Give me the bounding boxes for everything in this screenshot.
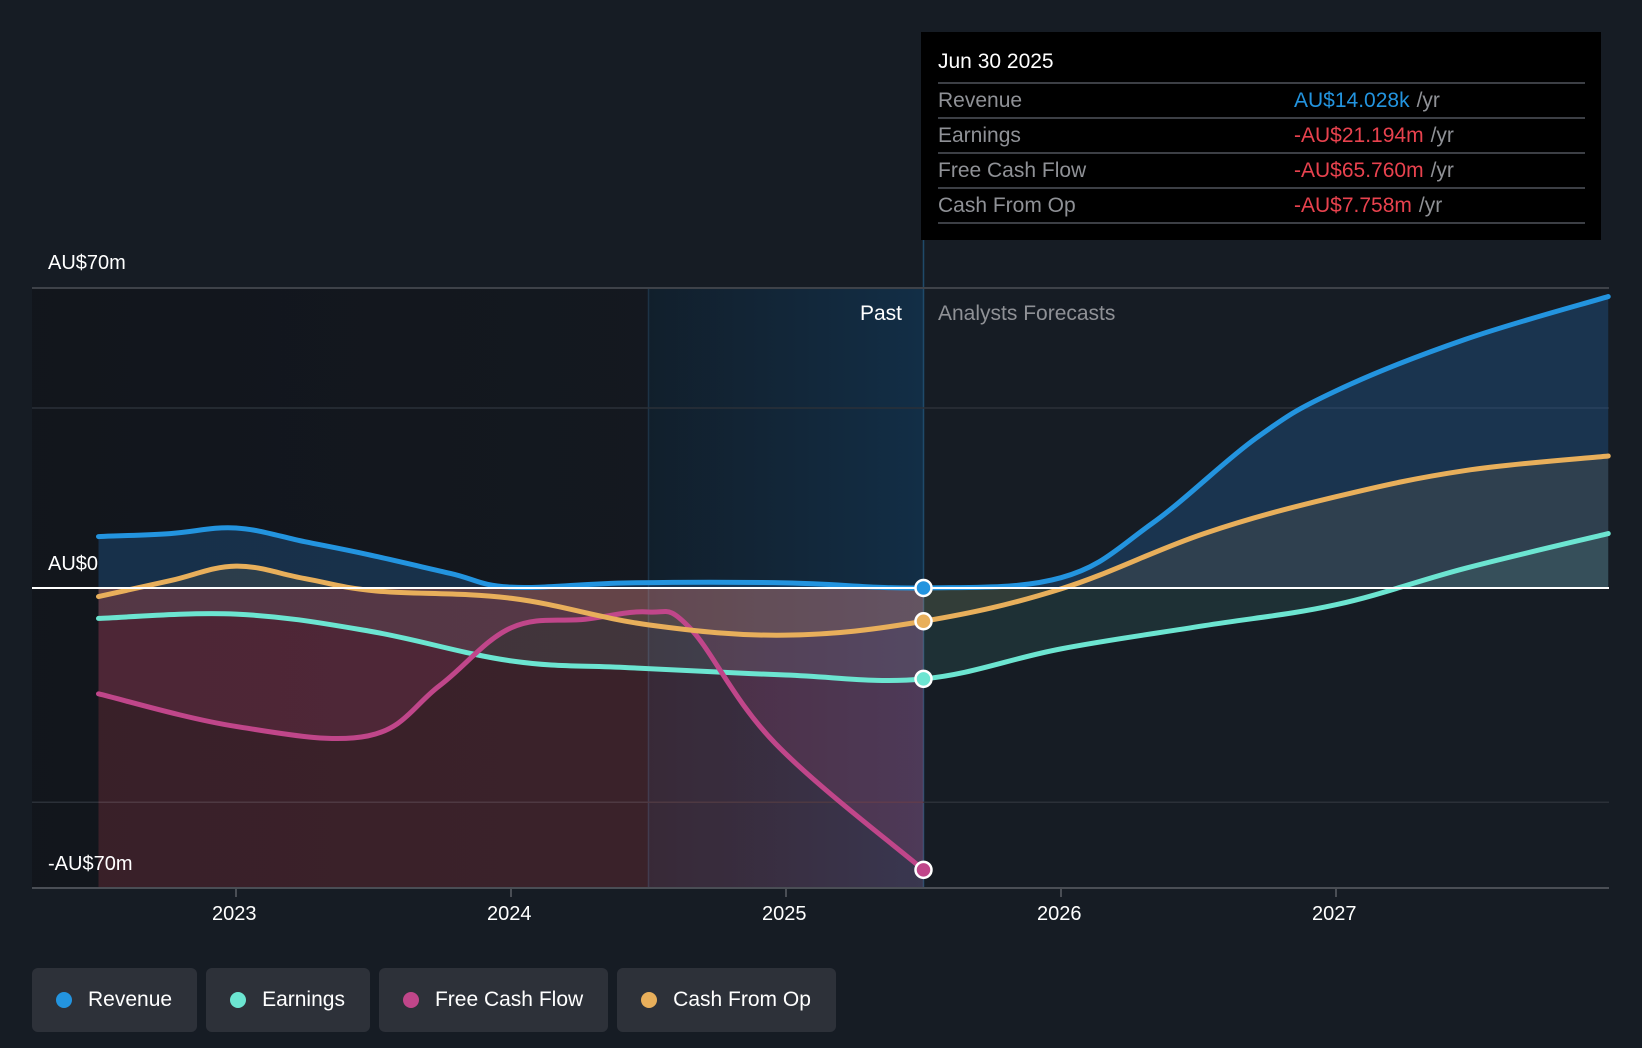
x-tick-label: 2027 <box>1312 903 1357 926</box>
past-label: Past <box>860 302 903 325</box>
negative-past-shade <box>98 588 924 889</box>
tooltip-label: Revenue <box>938 89 1023 112</box>
revenue-area <box>98 296 1609 589</box>
tooltip-unit: /yr <box>1430 124 1454 147</box>
tooltip-value: -AU$21.194m <box>1294 124 1424 147</box>
x-tick-label: 2023 <box>212 903 257 926</box>
legend-item-cash-from-op[interactable]: Cash From Op <box>617 968 836 1032</box>
x-tick-label: 2025 <box>762 903 807 926</box>
y-tick-label-70: AU$70m <box>48 252 126 274</box>
legend-label: Free Cash Flow <box>434 988 584 1011</box>
x-tick-label: 2026 <box>1037 903 1082 926</box>
legend-item-revenue[interactable]: Revenue <box>32 968 198 1032</box>
tooltip-label: Cash From Op <box>938 194 1076 217</box>
revenue-marker <box>914 578 933 598</box>
tooltip-row-cash-from-op: Cash From Op -AU$7.758m /yr <box>938 187 1585 224</box>
tooltip-unit: /yr <box>1416 89 1440 112</box>
free-cash-flow-marker <box>914 860 933 880</box>
hover-tooltip: Jun 30 2025 Revenue AU$14.028k /yr Earni… <box>921 32 1601 240</box>
revenue-line <box>96 294 1611 591</box>
tooltip-row-earnings: Earnings -AU$21.194m /yr <box>938 117 1585 152</box>
legend-label: Revenue <box>88 988 173 1011</box>
y-tick-label-neg70: -AU$70m <box>48 853 133 875</box>
tooltip-value: AU$14.028k <box>1294 89 1410 112</box>
tooltip-date: Jun 30 2025 <box>938 50 1054 73</box>
revenue-dot-icon <box>56 992 72 1008</box>
tooltip-row-free-cash-flow: Free Cash Flow -AU$65.760m /yr <box>938 152 1585 187</box>
tooltip-value: -AU$65.760m <box>1294 159 1424 182</box>
free-cash-flow-line <box>96 608 926 873</box>
tooltip-unit: /yr <box>1418 194 1443 217</box>
tooltip-label: Earnings <box>938 124 1021 147</box>
legend-label: Cash From Op <box>673 988 811 1011</box>
cash-from-op-line <box>96 453 1611 638</box>
tooltip-unit: /yr <box>1430 159 1454 182</box>
free-cash-flow-dot-icon <box>402 992 419 1008</box>
earnings-line <box>96 531 1611 684</box>
legend-item-earnings[interactable]: Earnings <box>206 968 370 1032</box>
earnings-dot-icon <box>230 992 247 1008</box>
earnings-marker <box>914 669 933 689</box>
y-tick-label-0: AU$0 <box>48 553 99 575</box>
tooltip-label: Free Cash Flow <box>938 159 1087 182</box>
chart-legend: Revenue Earnings Free Cash Flow Cash Fro… <box>32 968 836 1032</box>
tooltip-value: -AU$7.758m <box>1294 194 1412 217</box>
legend-item-free-cash-flow[interactable]: Free Cash Flow <box>378 968 609 1032</box>
cash-from-op-marker <box>914 612 933 631</box>
legend-label: Earnings <box>262 988 345 1011</box>
x-tick-label: 2024 <box>487 903 532 926</box>
forecast-label: Analysts Forecasts <box>938 302 1116 325</box>
cash-from-op-dot-icon <box>641 992 658 1008</box>
tooltip-row-revenue: Revenue AU$14.028k /yr <box>938 82 1585 117</box>
